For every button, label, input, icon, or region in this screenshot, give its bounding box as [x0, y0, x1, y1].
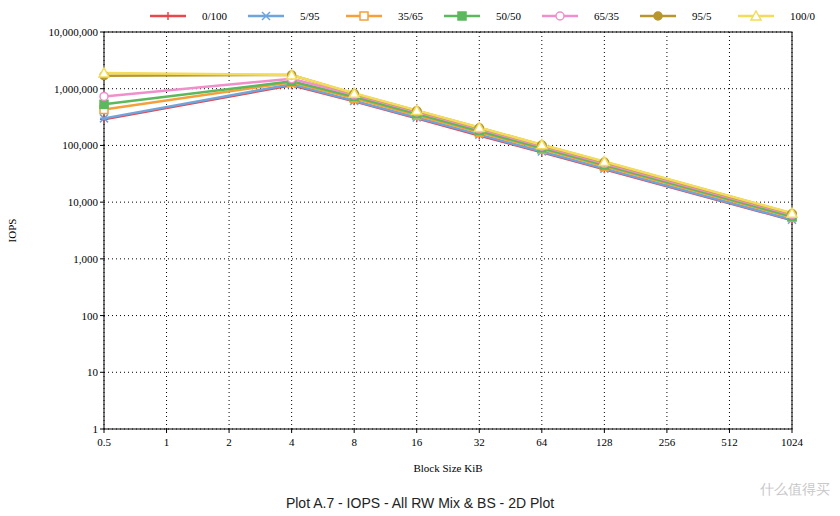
- point: [99, 68, 109, 77]
- y-tick-label: 10,000: [68, 196, 99, 208]
- legend-label: 100/0: [790, 10, 816, 22]
- grid-line: [104, 258, 792, 259]
- x-tick-label: 128: [596, 436, 613, 448]
- watermark: 什么值得买: [759, 481, 830, 497]
- legend-marker: [556, 12, 564, 20]
- tick-mark: [100, 202, 104, 203]
- grid-line: [416, 32, 417, 429]
- point: [537, 140, 547, 149]
- series-line: [104, 85, 792, 220]
- x-tick-label: 16: [411, 436, 423, 448]
- point: [287, 70, 297, 79]
- legend-label: 0/100: [202, 10, 228, 22]
- grid-line: [104, 315, 792, 316]
- tick-mark: [479, 429, 480, 433]
- point: [288, 71, 296, 79]
- point: [100, 114, 108, 122]
- point: [100, 115, 108, 123]
- point: [412, 105, 422, 114]
- x-tick-label: 512: [721, 436, 738, 448]
- grid-line: [666, 32, 667, 429]
- y-tick-label: 100: [82, 310, 99, 322]
- grid-line: [541, 32, 542, 429]
- point: [100, 100, 108, 108]
- series-line: [104, 82, 792, 217]
- x-tick-label: 2: [226, 436, 232, 448]
- point: [349, 88, 359, 97]
- grid-line: [604, 32, 605, 429]
- grid: [100, 32, 792, 433]
- tick-mark: [354, 429, 355, 433]
- point: [599, 157, 609, 166]
- tick-mark: [100, 372, 104, 373]
- tick-mark: [100, 88, 104, 89]
- tick-mark: [416, 429, 417, 433]
- tick-mark: [666, 429, 667, 433]
- x-tick-label: 1024: [781, 436, 804, 448]
- tick-mark: [166, 429, 167, 433]
- grid-line: [104, 145, 792, 146]
- series-line: [104, 75, 792, 214]
- series-line: [104, 73, 792, 213]
- series-line: [104, 79, 792, 215]
- legend-marker: [458, 12, 466, 20]
- tick-mark: [104, 429, 105, 433]
- tick-mark: [792, 429, 793, 433]
- tick-mark: [100, 32, 104, 33]
- x-tick-label: 32: [474, 436, 485, 448]
- tick-mark: [604, 429, 605, 433]
- tick-mark: [541, 429, 542, 433]
- y-tick-label: 10,000,000: [49, 26, 99, 38]
- grid-line: [291, 32, 292, 429]
- series-line: [104, 81, 792, 216]
- legend-label: 35/65: [398, 10, 424, 22]
- point: [100, 92, 108, 100]
- legend-marker: [262, 12, 270, 20]
- grid-line: [729, 32, 730, 429]
- y-tick-label: 1,000,000: [54, 83, 99, 95]
- legend-marker: [654, 12, 662, 20]
- legend: 0/100 5/95 35/65 50/50 65/35 95/5 100/0: [150, 10, 816, 22]
- y-tick-label: 10: [87, 366, 99, 378]
- legend-label: 50/50: [496, 10, 522, 22]
- x-tick-label: 8: [351, 436, 357, 448]
- point: [474, 123, 484, 132]
- x-tick-label: 4: [289, 436, 295, 448]
- tick-mark: [229, 429, 230, 433]
- plot-frame: [104, 32, 792, 429]
- legend-marker: [360, 12, 368, 20]
- y-tick-label: 100,000: [62, 139, 98, 151]
- y-tick-label: 1,000: [73, 253, 98, 265]
- grid-line: [104, 372, 792, 373]
- point: [787, 208, 797, 217]
- grid-line: [479, 32, 480, 429]
- x-tick-label: 256: [659, 436, 676, 448]
- x-axis-label: Block Size KiB: [413, 462, 482, 474]
- series-line: [104, 84, 792, 219]
- data-area: [99, 68, 797, 224]
- legend-label: 95/5: [692, 10, 712, 22]
- grid-line: [104, 202, 792, 203]
- y-axis-label: IOPS: [6, 219, 18, 243]
- legend-marker: [164, 12, 172, 20]
- tick-mark: [291, 429, 292, 433]
- grid-line: [104, 88, 792, 89]
- legend-label: 65/35: [594, 10, 620, 22]
- title: Plot A.7 - IOPS - All RW Mix & BS - 2D P…: [286, 495, 554, 511]
- legend-label: 5/95: [300, 10, 320, 22]
- tick-mark: [729, 429, 730, 433]
- x-tick-label: 1: [164, 436, 170, 448]
- legend-marker: [751, 11, 761, 20]
- tick-mark: [100, 315, 104, 316]
- tick-mark: [100, 429, 104, 430]
- y-tick-label: 1: [93, 423, 99, 435]
- chart: 1 10 100 1,000 10,000 100,000 1,000,000 10,000,…: [0, 0, 840, 516]
- tick-mark: [100, 145, 104, 146]
- x-tick-label: 0.5: [97, 436, 111, 448]
- tick-mark: [100, 258, 104, 259]
- x-tick-label: 64: [536, 436, 548, 448]
